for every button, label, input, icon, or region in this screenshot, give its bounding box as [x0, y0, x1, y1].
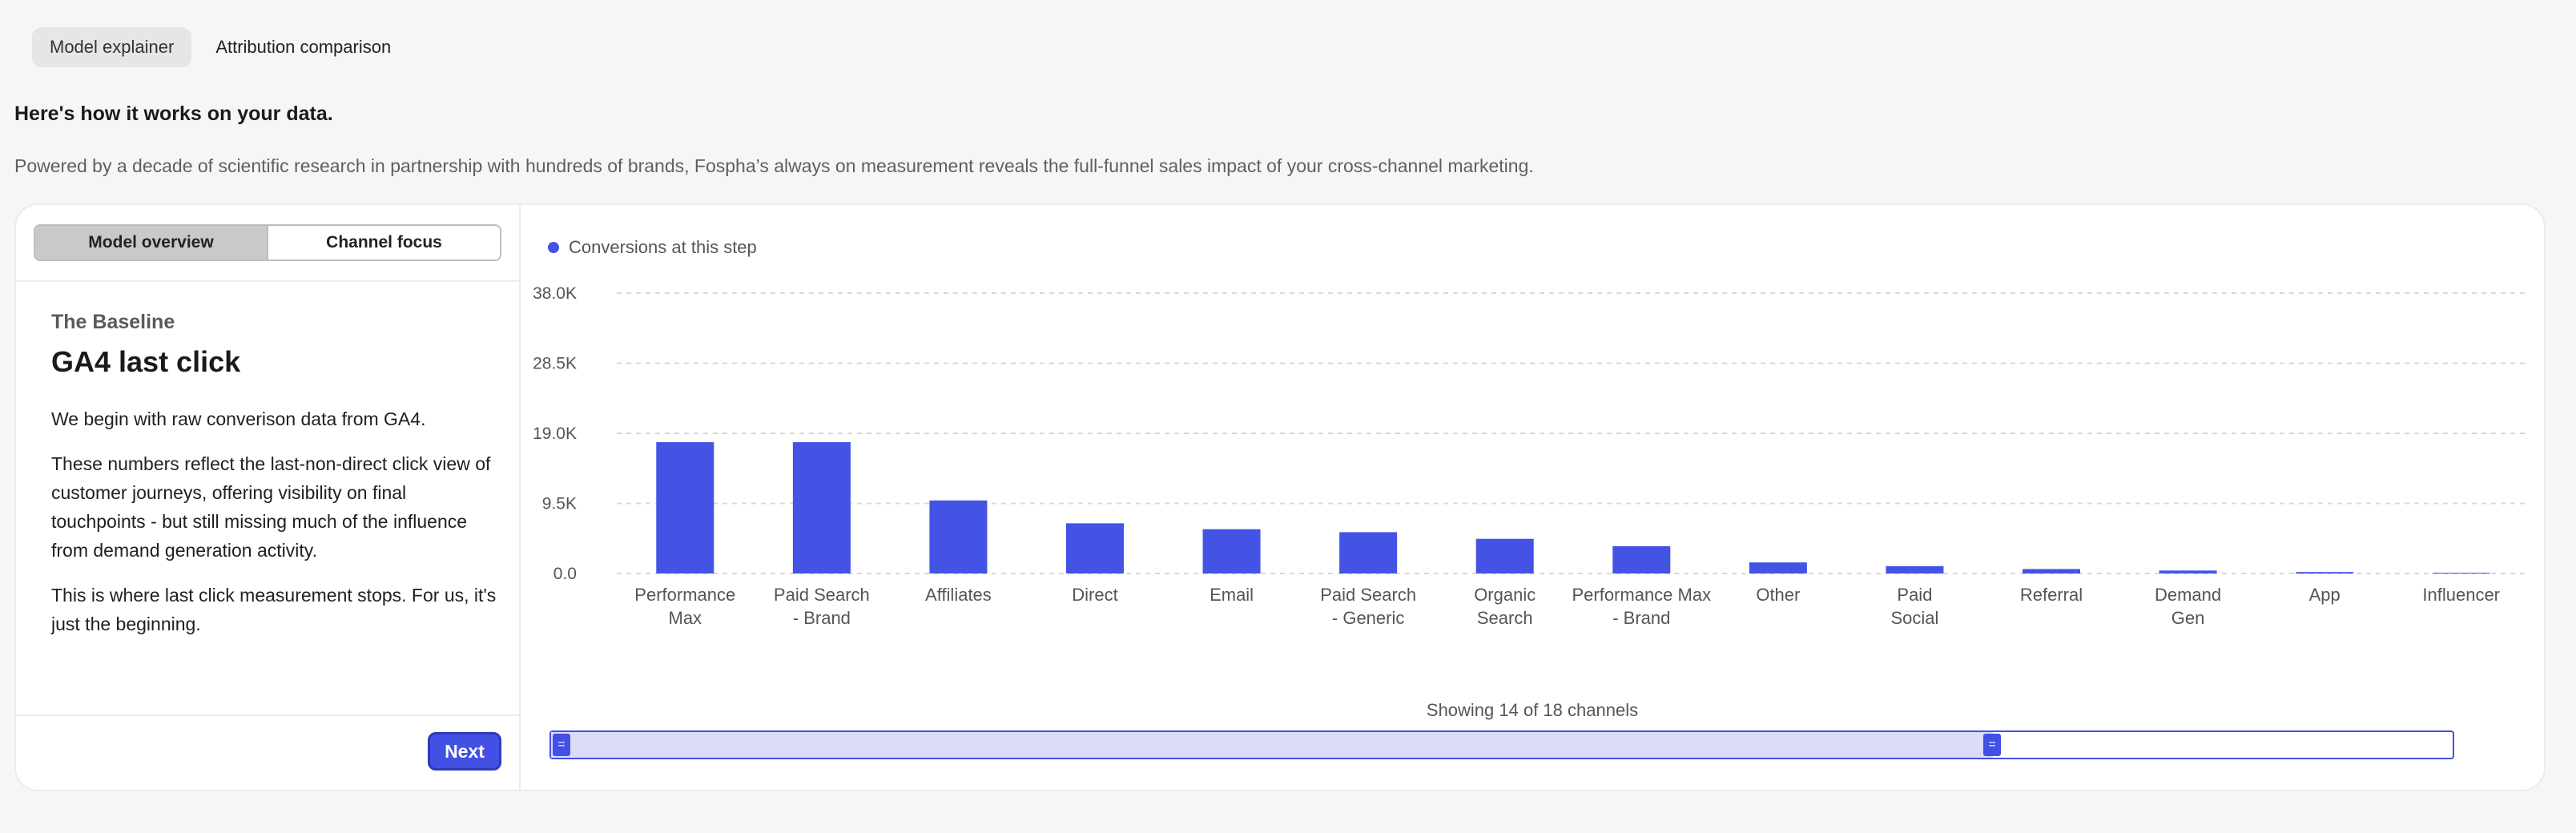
x-tick-label: Max [669, 608, 702, 628]
tab-model-explainer[interactable]: Model explainer [32, 27, 192, 67]
step-paragraph: This is where last click measurement sto… [51, 585, 497, 634]
x-tick-label: Other [1756, 585, 1800, 605]
chart-area: Conversions at this step 38.0K 28.5K 19.0K… [521, 205, 2544, 790]
tab-attribution-comparison[interactable]: Attribution comparison [215, 37, 392, 57]
explainer-panel: Model overview Channel focus The Baselin… [16, 205, 521, 790]
slider-left-handle[interactable]: = [553, 734, 570, 756]
bar[interactable] [929, 500, 988, 573]
x-tick-label: Email [1210, 585, 1254, 605]
explainer-content: The Baseline GA4 last click We begin wit… [51, 311, 500, 654]
x-tick-label: Paid Search [774, 585, 870, 605]
x-tick-label: Search [1477, 608, 1533, 628]
x-tick-label: Referral [2020, 585, 2083, 605]
bar-chart: 38.0K 28.5K 19.0K 9.5K 0.0 Performance Max Paid… [533, 284, 2530, 628]
bar[interactable] [2023, 569, 2080, 573]
bar[interactable] [1612, 545, 1671, 573]
x-tick-label: - Brand [793, 608, 851, 628]
step-eyebrow: The Baseline [51, 311, 175, 333]
view-toggle: Model overview Channel focus [34, 224, 501, 261]
slider-right-handle[interactable]: = [1983, 734, 2001, 756]
x-tick-label: Organic [1474, 585, 1536, 605]
bar[interactable] [2296, 572, 2354, 573]
legend-label: Conversions at this step [569, 237, 757, 257]
x-tick-label: - Brand [1612, 608, 1670, 628]
x-tick-label: Performance Max [1572, 585, 1711, 605]
bar[interactable] [656, 442, 714, 573]
bar[interactable] [1339, 532, 1398, 573]
y-tick-label: 38.0K [533, 284, 577, 303]
channel-count-text: Showing 14 of 18 channels [1426, 700, 1639, 720]
bar[interactable] [2159, 570, 2217, 573]
channel-focus-toggle[interactable]: Channel focus [326, 233, 442, 252]
page-subtext: Powered by a decade of scientific resear… [14, 155, 1534, 176]
bar[interactable] [792, 442, 851, 573]
step-title: GA4 last click [51, 345, 241, 378]
page-headline: Here's how it works on your data. [14, 103, 333, 125]
bar[interactable] [1202, 529, 1261, 573]
x-tick-label: Influencer [2422, 585, 2500, 605]
chart-legend[interactable]: Conversions at this step [548, 237, 757, 258]
x-tick-label: Paid [1897, 585, 1932, 605]
y-tick-label: 0.0 [553, 565, 577, 583]
step-paragraph: These numbers reflect the last-non-direc… [51, 453, 491, 561]
x-tick-label: Direct [1072, 585, 1117, 605]
x-tick-label: Performance [634, 585, 735, 605]
bar[interactable] [1749, 562, 1807, 573]
x-tick-label: Social [1890, 608, 1938, 628]
y-tick-label: 28.5K [533, 355, 577, 373]
x-tick-label: Gen [2171, 608, 2205, 628]
x-tick-label: Paid Search [1320, 585, 1416, 605]
y-tick-label: 19.0K [533, 425, 577, 443]
x-tick-label: Affiliates [925, 585, 992, 605]
x-tick-label: - Generic [1332, 608, 1404, 628]
y-tick-label: 9.5K [542, 495, 577, 513]
bar[interactable] [1475, 538, 1534, 573]
explainer-card: Model overview Channel focus The Baselin… [14, 203, 2546, 791]
next-button[interactable]: Next [428, 732, 501, 771]
x-tick-label: Demand [2155, 585, 2221, 605]
x-tick-label: App [2309, 585, 2341, 605]
legend-dot-icon [548, 242, 559, 253]
top-tabs: Model explainer Attribution comparison [32, 27, 409, 67]
step-paragraph: We begin with raw converison data from G… [51, 408, 426, 429]
bar[interactable] [1066, 523, 1124, 573]
divider [16, 280, 519, 282]
divider [16, 714, 519, 716]
channel-range-slider[interactable]: = = [549, 730, 2454, 759]
bar[interactable] [1886, 565, 1944, 573]
slider-selection[interactable] [551, 732, 1993, 758]
model-overview-toggle[interactable]: Model overview [35, 226, 268, 260]
